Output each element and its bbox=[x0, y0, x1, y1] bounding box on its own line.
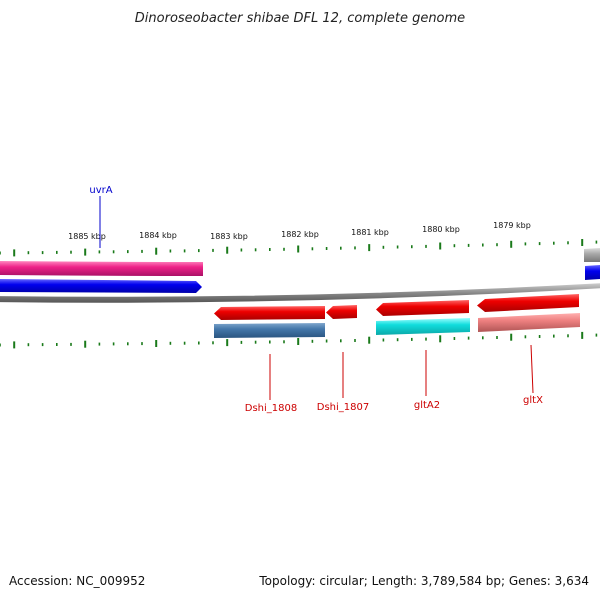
scale-label-1882: 1882 kbp bbox=[281, 230, 319, 239]
feature-gltA2-gene[interactable] bbox=[376, 300, 469, 316]
feature-right-blue[interactable] bbox=[585, 265, 600, 280]
scale-label-1881: 1881 kbp bbox=[351, 228, 389, 237]
feature-right-gray[interactable] bbox=[584, 248, 600, 262]
scale-label-1884: 1884 kbp bbox=[139, 231, 177, 240]
map-title: Dinoroseobacter shibae DFL 12, complete … bbox=[135, 11, 465, 26]
feature-gltX-cds[interactable] bbox=[478, 313, 580, 332]
topology-text: Topology: circular; Length: 3,789,584 bp… bbox=[259, 574, 589, 588]
scale-label-1883: 1883 kbp bbox=[210, 232, 248, 241]
inner-tick-ring bbox=[0, 331, 598, 349]
feature-uvrA-cds[interactable] bbox=[0, 261, 203, 276]
feature-Dshi_1807-gene[interactable] bbox=[326, 305, 357, 319]
scale-labels: 1885 kbp 1884 kbp 1883 kbp 1882 kbp 1881… bbox=[68, 221, 531, 241]
gene-labels: uvrA Dshi_1808 Dshi_1807 gltA2 gltX bbox=[89, 185, 543, 414]
outer-tick-ring bbox=[0, 239, 598, 257]
scale-label-1880: 1880 kbp bbox=[422, 225, 460, 234]
feature-Dshi_1808-cds[interactable] bbox=[214, 323, 325, 338]
genome-backbone bbox=[0, 283, 600, 303]
scale-label-1885: 1885 kbp bbox=[68, 232, 106, 241]
feature-gltX-gene[interactable] bbox=[477, 294, 579, 312]
feature-gltA2-cds[interactable] bbox=[376, 318, 470, 335]
scale-label-1879: 1879 kbp bbox=[493, 221, 531, 230]
feature-uvrA-gene[interactable] bbox=[0, 279, 202, 293]
gene-label-Dshi_1807[interactable]: Dshi_1807 bbox=[317, 402, 369, 413]
forward-strand-features bbox=[0, 248, 600, 293]
gene-label-gltA2[interactable]: gltA2 bbox=[414, 400, 440, 411]
gene-label-gltX[interactable]: gltX bbox=[523, 395, 543, 406]
reverse-strand-features bbox=[214, 294, 580, 338]
gene-label-Dshi_1808[interactable]: Dshi_1808 bbox=[245, 403, 297, 414]
gene-label-uvrA[interactable]: uvrA bbox=[89, 185, 112, 196]
feature-Dshi_1808-gene[interactable] bbox=[214, 306, 325, 320]
gltX-leader-line bbox=[530, 344, 534, 394]
gene-label-leaders bbox=[99, 196, 534, 400]
accession-text: Accession: NC_009952 bbox=[9, 574, 146, 588]
